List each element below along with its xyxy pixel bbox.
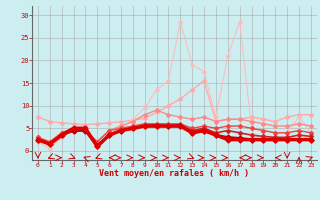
- X-axis label: Vent moyen/en rafales ( km/h ): Vent moyen/en rafales ( km/h ): [100, 169, 249, 178]
